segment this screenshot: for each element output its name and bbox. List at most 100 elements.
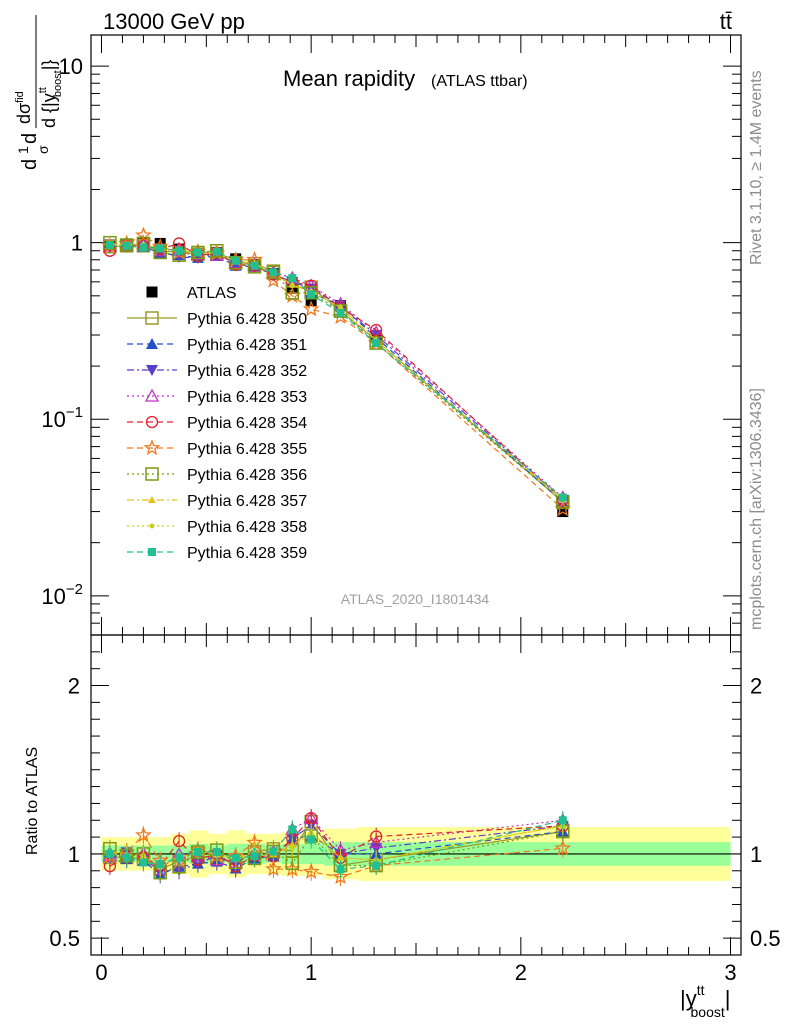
data-point <box>175 246 184 255</box>
data-point <box>139 243 148 252</box>
ylabel-sub: boost <box>52 70 64 97</box>
data-point <box>372 339 381 348</box>
series-line <box>109 242 564 501</box>
ratio-point <box>172 834 186 848</box>
legend-marker <box>145 311 159 325</box>
legend-label: Pythia 6.428 356 <box>187 467 307 484</box>
ratio-point <box>370 830 383 843</box>
series-line <box>109 242 564 499</box>
x-tick-label: 0 <box>95 960 107 985</box>
ratio-series-group <box>101 809 572 886</box>
y-tick-label-exp: −2 <box>66 581 83 598</box>
ratio-point <box>289 845 295 851</box>
legend-label: Pythia 6.428 352 <box>187 363 307 380</box>
x-tick-label: 2 <box>515 960 527 985</box>
x-axis-label: |ytt boost| <box>680 982 730 1020</box>
ratio-point <box>139 858 148 867</box>
svg-text:dσfid: dσfid <box>14 91 34 124</box>
y-tick-label: 10−2 <box>41 581 83 609</box>
legend-entry: Pythia 6.428 356 <box>127 467 307 484</box>
ratio-point <box>372 861 381 870</box>
legend-entry: Pythia 6.428 358 <box>127 519 307 536</box>
main-series-group <box>101 226 572 518</box>
legend-entry: Pythia 6.428 355 <box>127 439 307 458</box>
ratio-point <box>212 848 221 857</box>
legend-label: Pythia 6.428 353 <box>187 389 307 406</box>
series-pythia-6-428-351 <box>103 238 569 507</box>
main-y-axis-label: d 1 σ d dσfid d {|ytt boost|} <box>14 15 64 170</box>
series-pythia-6-428-357 <box>105 240 567 503</box>
series-line <box>109 244 564 499</box>
series-line <box>109 245 564 503</box>
data-point <box>554 500 572 517</box>
ylabel-d1: d <box>19 159 41 170</box>
ratio-point <box>250 852 259 861</box>
ratio-y-tick-label-right: 2 <box>750 674 762 699</box>
series-pythia-6-428-355 <box>101 226 572 517</box>
data-point <box>210 244 224 258</box>
legend-label: ATLAS <box>187 285 237 302</box>
xlabel-open: |y <box>680 986 697 1011</box>
ratio-series-line <box>109 819 563 870</box>
data-point <box>231 256 240 265</box>
ratio-y-tick-label-right: 0.5 <box>750 926 781 951</box>
data-point <box>307 290 316 299</box>
data-point <box>269 268 278 277</box>
legend-label: Pythia 6.428 359 <box>187 545 307 562</box>
y-tick-label-base: 10 <box>41 584 65 609</box>
data-point <box>193 248 202 257</box>
ratio-y-tick-label-left: 0.5 <box>49 926 80 951</box>
data-point <box>156 244 165 253</box>
ratio-y-tick-labels: 0.5 0.5 1 1 2 2 <box>49 674 780 952</box>
data-point <box>105 241 114 250</box>
ratio-point <box>558 816 567 825</box>
ratio-point <box>288 825 297 834</box>
ratio-point <box>302 863 320 879</box>
series-pythia-6-428-352 <box>103 238 569 506</box>
ratio-point <box>332 868 349 885</box>
y-tick-label-base: 10 <box>41 407 65 432</box>
series-pythia-6-428-359 <box>105 241 567 502</box>
legend-marker <box>145 415 159 429</box>
series-line <box>109 242 564 501</box>
legend-entry: Pythia 6.428 354 <box>127 415 307 432</box>
legend-entry: Pythia 6.428 350 <box>127 311 307 328</box>
ylabel-sup: tt <box>37 87 49 93</box>
ratio-y-tick-label-left: 2 <box>68 674 80 699</box>
ratio-point <box>231 854 240 863</box>
ratio-y-tick-label-left: 1 <box>68 842 80 867</box>
ratio-point <box>283 860 301 877</box>
legend-entry: Pythia 6.428 352 <box>127 363 307 380</box>
data-point <box>558 493 567 502</box>
legend-marker <box>146 286 158 298</box>
main-panel: Mean rapidity (ATLAS ttbar) ATLAS_2020_I… <box>14 15 742 636</box>
series-pythia-6-428-358 <box>107 241 566 503</box>
ratio-point <box>336 865 345 874</box>
ylabel-fid: fid <box>14 91 26 103</box>
main-subtitle: (ATLAS ttbar) <box>431 73 528 90</box>
data-point <box>266 265 281 279</box>
legend-marker <box>145 467 159 481</box>
legend-label: Pythia 6.428 357 <box>187 493 307 510</box>
main-title: Mean rapidity <box>283 66 415 91</box>
ylabel-dy: d {|y <box>39 93 59 128</box>
series-atlas <box>104 237 569 518</box>
ratio-point <box>105 849 114 858</box>
ylabel-one: 1 <box>15 146 31 154</box>
svg-text:d: d <box>19 159 41 170</box>
data-point <box>135 226 152 243</box>
energy-label: 13000 GeV pp <box>103 9 245 34</box>
legend-label: Pythia 6.428 358 <box>187 519 307 536</box>
xlabel-sup: tt <box>697 982 705 998</box>
legend-marker <box>144 388 160 402</box>
legend-label: Pythia 6.428 351 <box>187 337 307 354</box>
series-pythia-6-428-356 <box>103 235 570 509</box>
x-tick-labels: 0 1 2 3 <box>95 960 736 985</box>
ratio-point <box>265 860 282 877</box>
data-point <box>288 274 297 283</box>
legend-entry: Pythia 6.428 353 <box>127 388 307 406</box>
series-pythia-6-428-354 <box>103 237 569 506</box>
